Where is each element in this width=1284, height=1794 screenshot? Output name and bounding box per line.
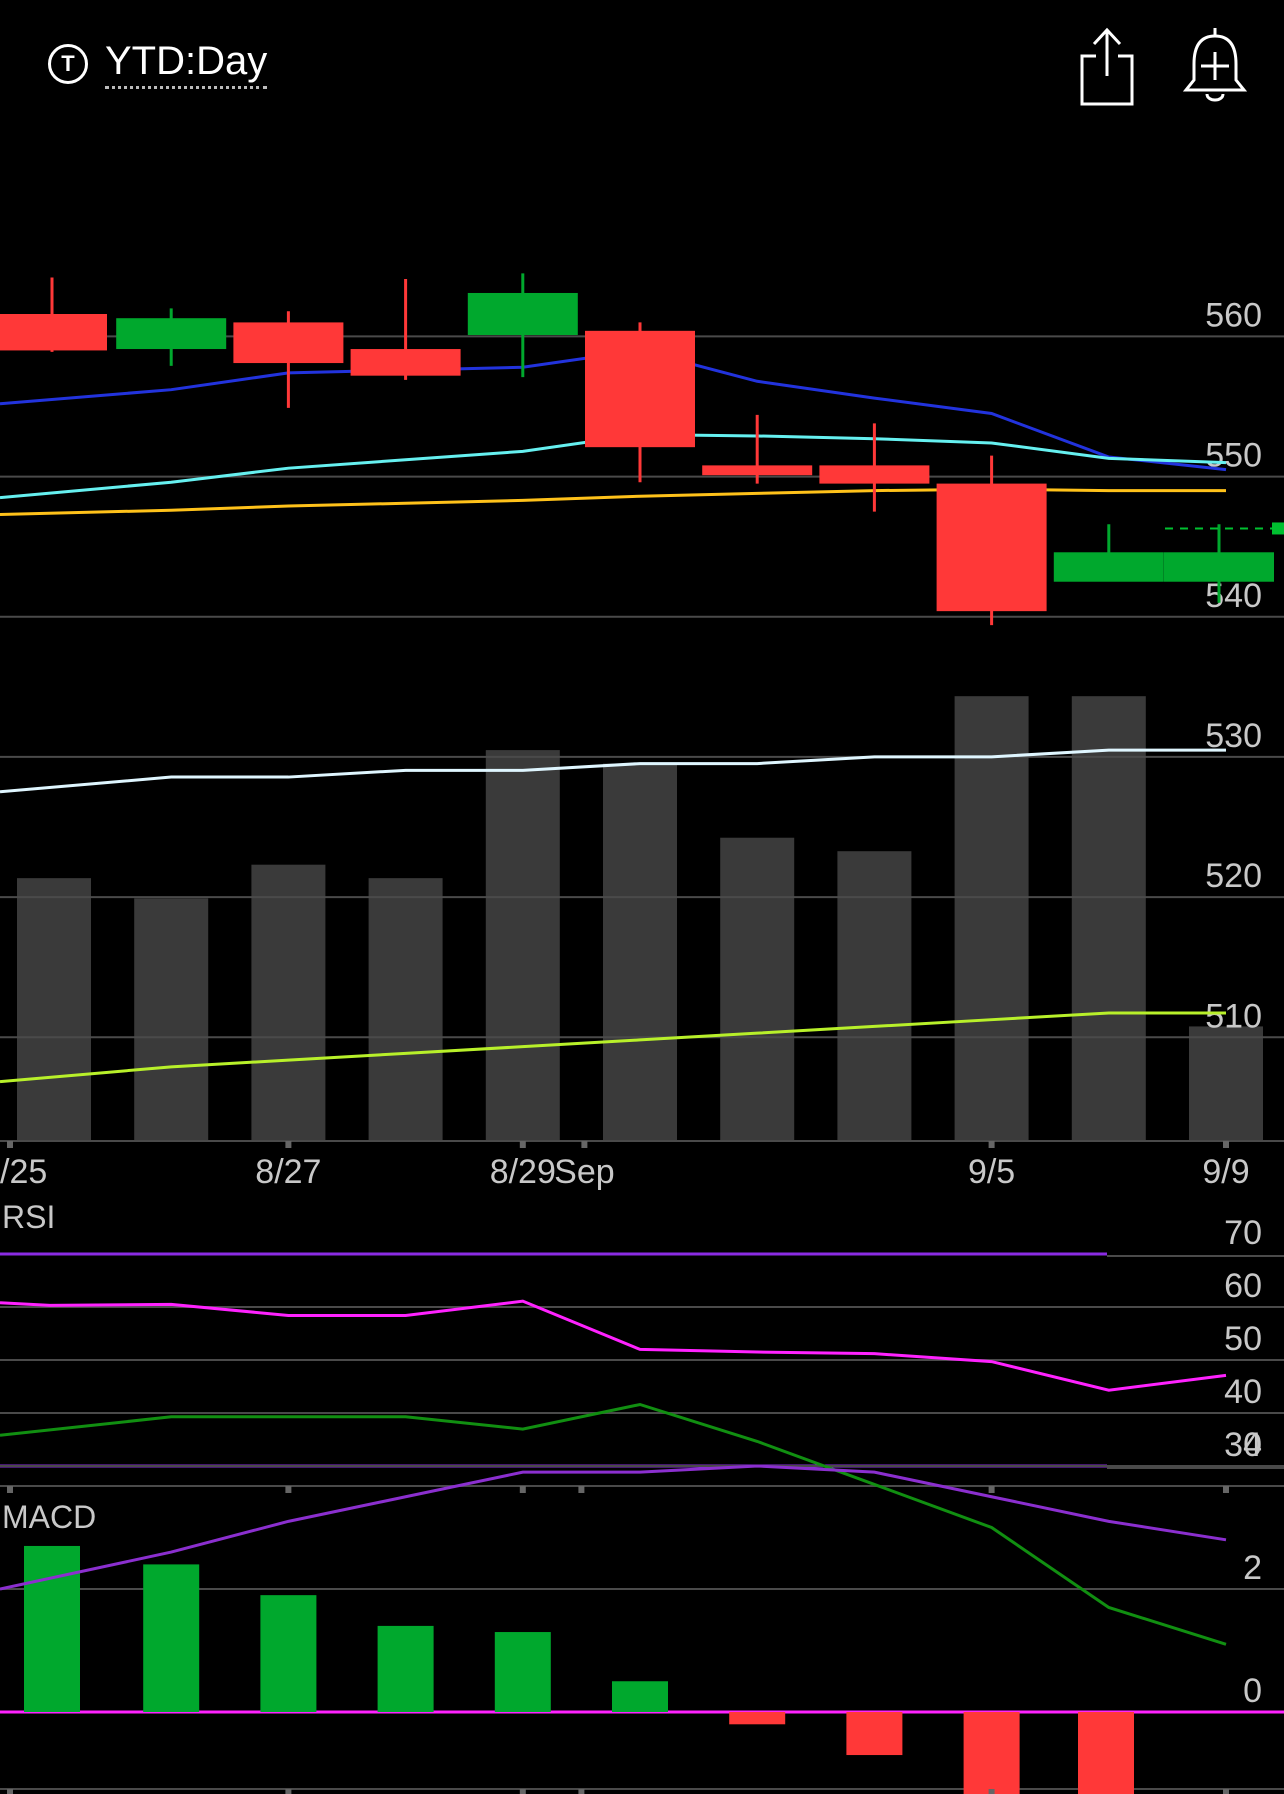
bell-plus-icon	[1182, 28, 1248, 102]
y-tick-label: 510	[1205, 997, 1262, 1035]
volume-bar	[1189, 1026, 1263, 1141]
volume-bar	[837, 851, 912, 1141]
macd-line	[0, 1402, 1227, 1646]
share-icon	[1080, 27, 1134, 106]
macd-tick-label: 4	[1243, 1426, 1262, 1464]
candle-body	[0, 313, 107, 351]
rsi-line	[0, 1299, 1227, 1392]
macd-title: MACD	[2, 1499, 96, 1535]
rsi-panel: RSI 30 40 50 60 70	[0, 1199, 1284, 1493]
share-button[interactable]	[1072, 24, 1142, 108]
volume-bar	[1071, 696, 1146, 1141]
candle-body	[1164, 552, 1274, 582]
candle-body	[467, 292, 578, 336]
macd-histogram-bar	[729, 1712, 786, 1725]
macd-histogram-bar	[494, 1632, 551, 1712]
x-tick-label: Sep	[554, 1153, 615, 1191]
volume-bar	[17, 878, 91, 1141]
volume-bar	[603, 763, 677, 1141]
candle-body	[1053, 552, 1164, 582]
ticker-badge-icon[interactable]: T	[48, 44, 88, 84]
candle-body	[585, 330, 695, 448]
price-alert-button[interactable]	[1180, 24, 1250, 108]
y-tick-label: 540	[1205, 577, 1262, 615]
macd-histogram-bar	[24, 1545, 80, 1712]
x-tick-label: 8/29	[490, 1153, 556, 1191]
x-tick-label: /25	[0, 1153, 47, 1191]
rsi-tick-label: 40	[1224, 1373, 1262, 1411]
macd-histogram-bar	[260, 1595, 317, 1712]
volume-bar	[954, 696, 1029, 1141]
volume-bar	[134, 898, 209, 1141]
signal-line	[0, 1464, 1227, 1591]
candle-body	[233, 322, 344, 364]
macd-panel: MACD 0 2 4	[0, 1402, 1284, 1794]
volume-bar	[720, 837, 795, 1141]
range-selector[interactable]: YTD:Day	[105, 38, 268, 89]
y-tick-label: 530	[1205, 717, 1262, 755]
volume-average-line	[0, 1011, 1226, 1084]
volume-bar	[485, 750, 560, 1141]
volume-bar	[251, 864, 326, 1141]
volume-bar	[368, 878, 443, 1141]
y-tick-label: 520	[1205, 857, 1262, 895]
macd-histogram-bar	[612, 1681, 668, 1712]
candle-body	[350, 349, 461, 376]
macd-histogram-bar	[1078, 1712, 1134, 1794]
x-tick-label: 8/27	[255, 1153, 321, 1191]
candle-body	[936, 483, 1047, 612]
rsi-title: RSI	[2, 1199, 55, 1235]
macd-tick-label: 2	[1243, 1549, 1262, 1587]
macd-tick-label: 0	[1243, 1672, 1262, 1710]
rsi-tick-label: 50	[1224, 1320, 1262, 1358]
volume-average-line	[0, 748, 1226, 794]
macd-histogram-bar	[963, 1712, 1020, 1794]
last-price-marker	[1272, 522, 1284, 535]
candle-body	[819, 465, 930, 484]
x-tick-label: 9/9	[1202, 1153, 1249, 1191]
rsi-tick-label: 60	[1224, 1267, 1262, 1305]
macd-histogram-bar	[377, 1625, 434, 1712]
top-bar: T YTD:Day	[0, 0, 1284, 130]
candle-body	[116, 318, 227, 350]
y-tick-label: 560	[1205, 296, 1262, 334]
rsi-tick-label: 70	[1224, 1214, 1262, 1252]
rsi-tick-label: 30	[1224, 1426, 1262, 1464]
macd-histogram-bar	[143, 1564, 200, 1712]
x-tick-label: 9/5	[968, 1153, 1015, 1191]
macd-histogram-bar	[846, 1712, 903, 1756]
candle-body	[702, 465, 813, 476]
